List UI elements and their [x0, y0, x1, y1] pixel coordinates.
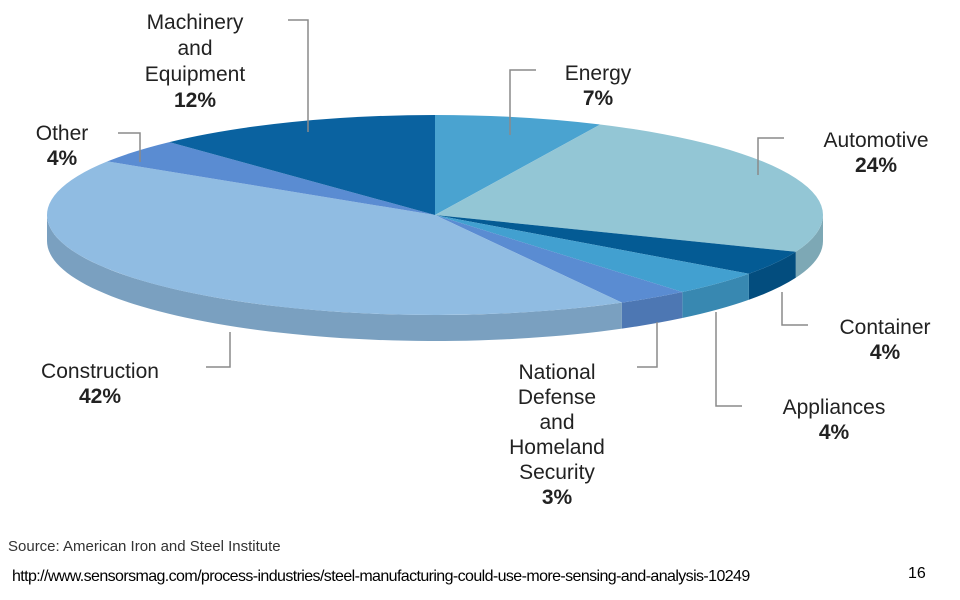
slice-automotive — [435, 124, 823, 252]
page-number: 16 — [908, 565, 926, 582]
slice-energy — [435, 115, 601, 215]
slice-other — [107, 142, 436, 215]
slice-container — [435, 215, 796, 274]
label-construction: Construction 42% — [41, 360, 159, 408]
slice-side-appliances — [682, 273, 749, 319]
pie-top-layer — [47, 115, 823, 315]
slice-construction — [47, 161, 622, 315]
leader-automotive — [757, 137, 784, 175]
label-machinery-and-equipment: Machinery and Equipment 12% — [145, 11, 246, 112]
pie-depth-layer — [47, 215, 823, 341]
value-national-defense-and-homeland-security: 3% — [542, 486, 573, 509]
leader-container — [781, 292, 808, 326]
leader-energy — [509, 69, 536, 135]
value-appliances: 4% — [819, 421, 850, 444]
value-automotive: 24% — [855, 154, 897, 177]
label-automotive: Automotive 24% — [823, 129, 928, 177]
source-url: http://www.sensorsmag.com/process-indust… — [12, 568, 750, 585]
leader-other — [118, 132, 141, 162]
slice-side-automotive — [795, 215, 823, 278]
leader-lines — [118, 19, 808, 407]
slice-labels: Energy 7% Automotive 24% Container 4% Applianc… — [36, 11, 931, 509]
leader-construction — [206, 332, 231, 368]
slice-appliances — [435, 215, 749, 293]
slice-side-container — [748, 251, 796, 300]
value-machinery-and-equipment: 12% — [174, 89, 216, 112]
value-construction: 42% — [79, 385, 121, 408]
label-energy: Energy 7% — [565, 62, 632, 110]
label-appliances: Appliances 4% — [783, 396, 886, 444]
slice-side-construction — [47, 215, 622, 341]
slice-machinery-and-equipment — [169, 115, 435, 215]
leader-machinery-and-equipment — [288, 19, 309, 132]
label-national-defense-and-homeland-security: National Defense and Homeland Security 3% — [509, 361, 605, 509]
value-energy: 7% — [583, 87, 614, 110]
value-container: 4% — [870, 341, 901, 364]
value-other: 4% — [47, 147, 78, 170]
leader-appliances — [715, 312, 742, 407]
slice-side-national-defense-and-homeland-security — [621, 292, 683, 329]
slice-national-defense-and-homeland-security — [435, 215, 683, 303]
leader-national-defense-and-homeland-security — [637, 322, 658, 368]
label-container: Container 4% — [839, 316, 930, 364]
source-note: Source: American Iron and Steel Institut… — [8, 538, 281, 555]
label-other: Other 4% — [36, 122, 89, 170]
